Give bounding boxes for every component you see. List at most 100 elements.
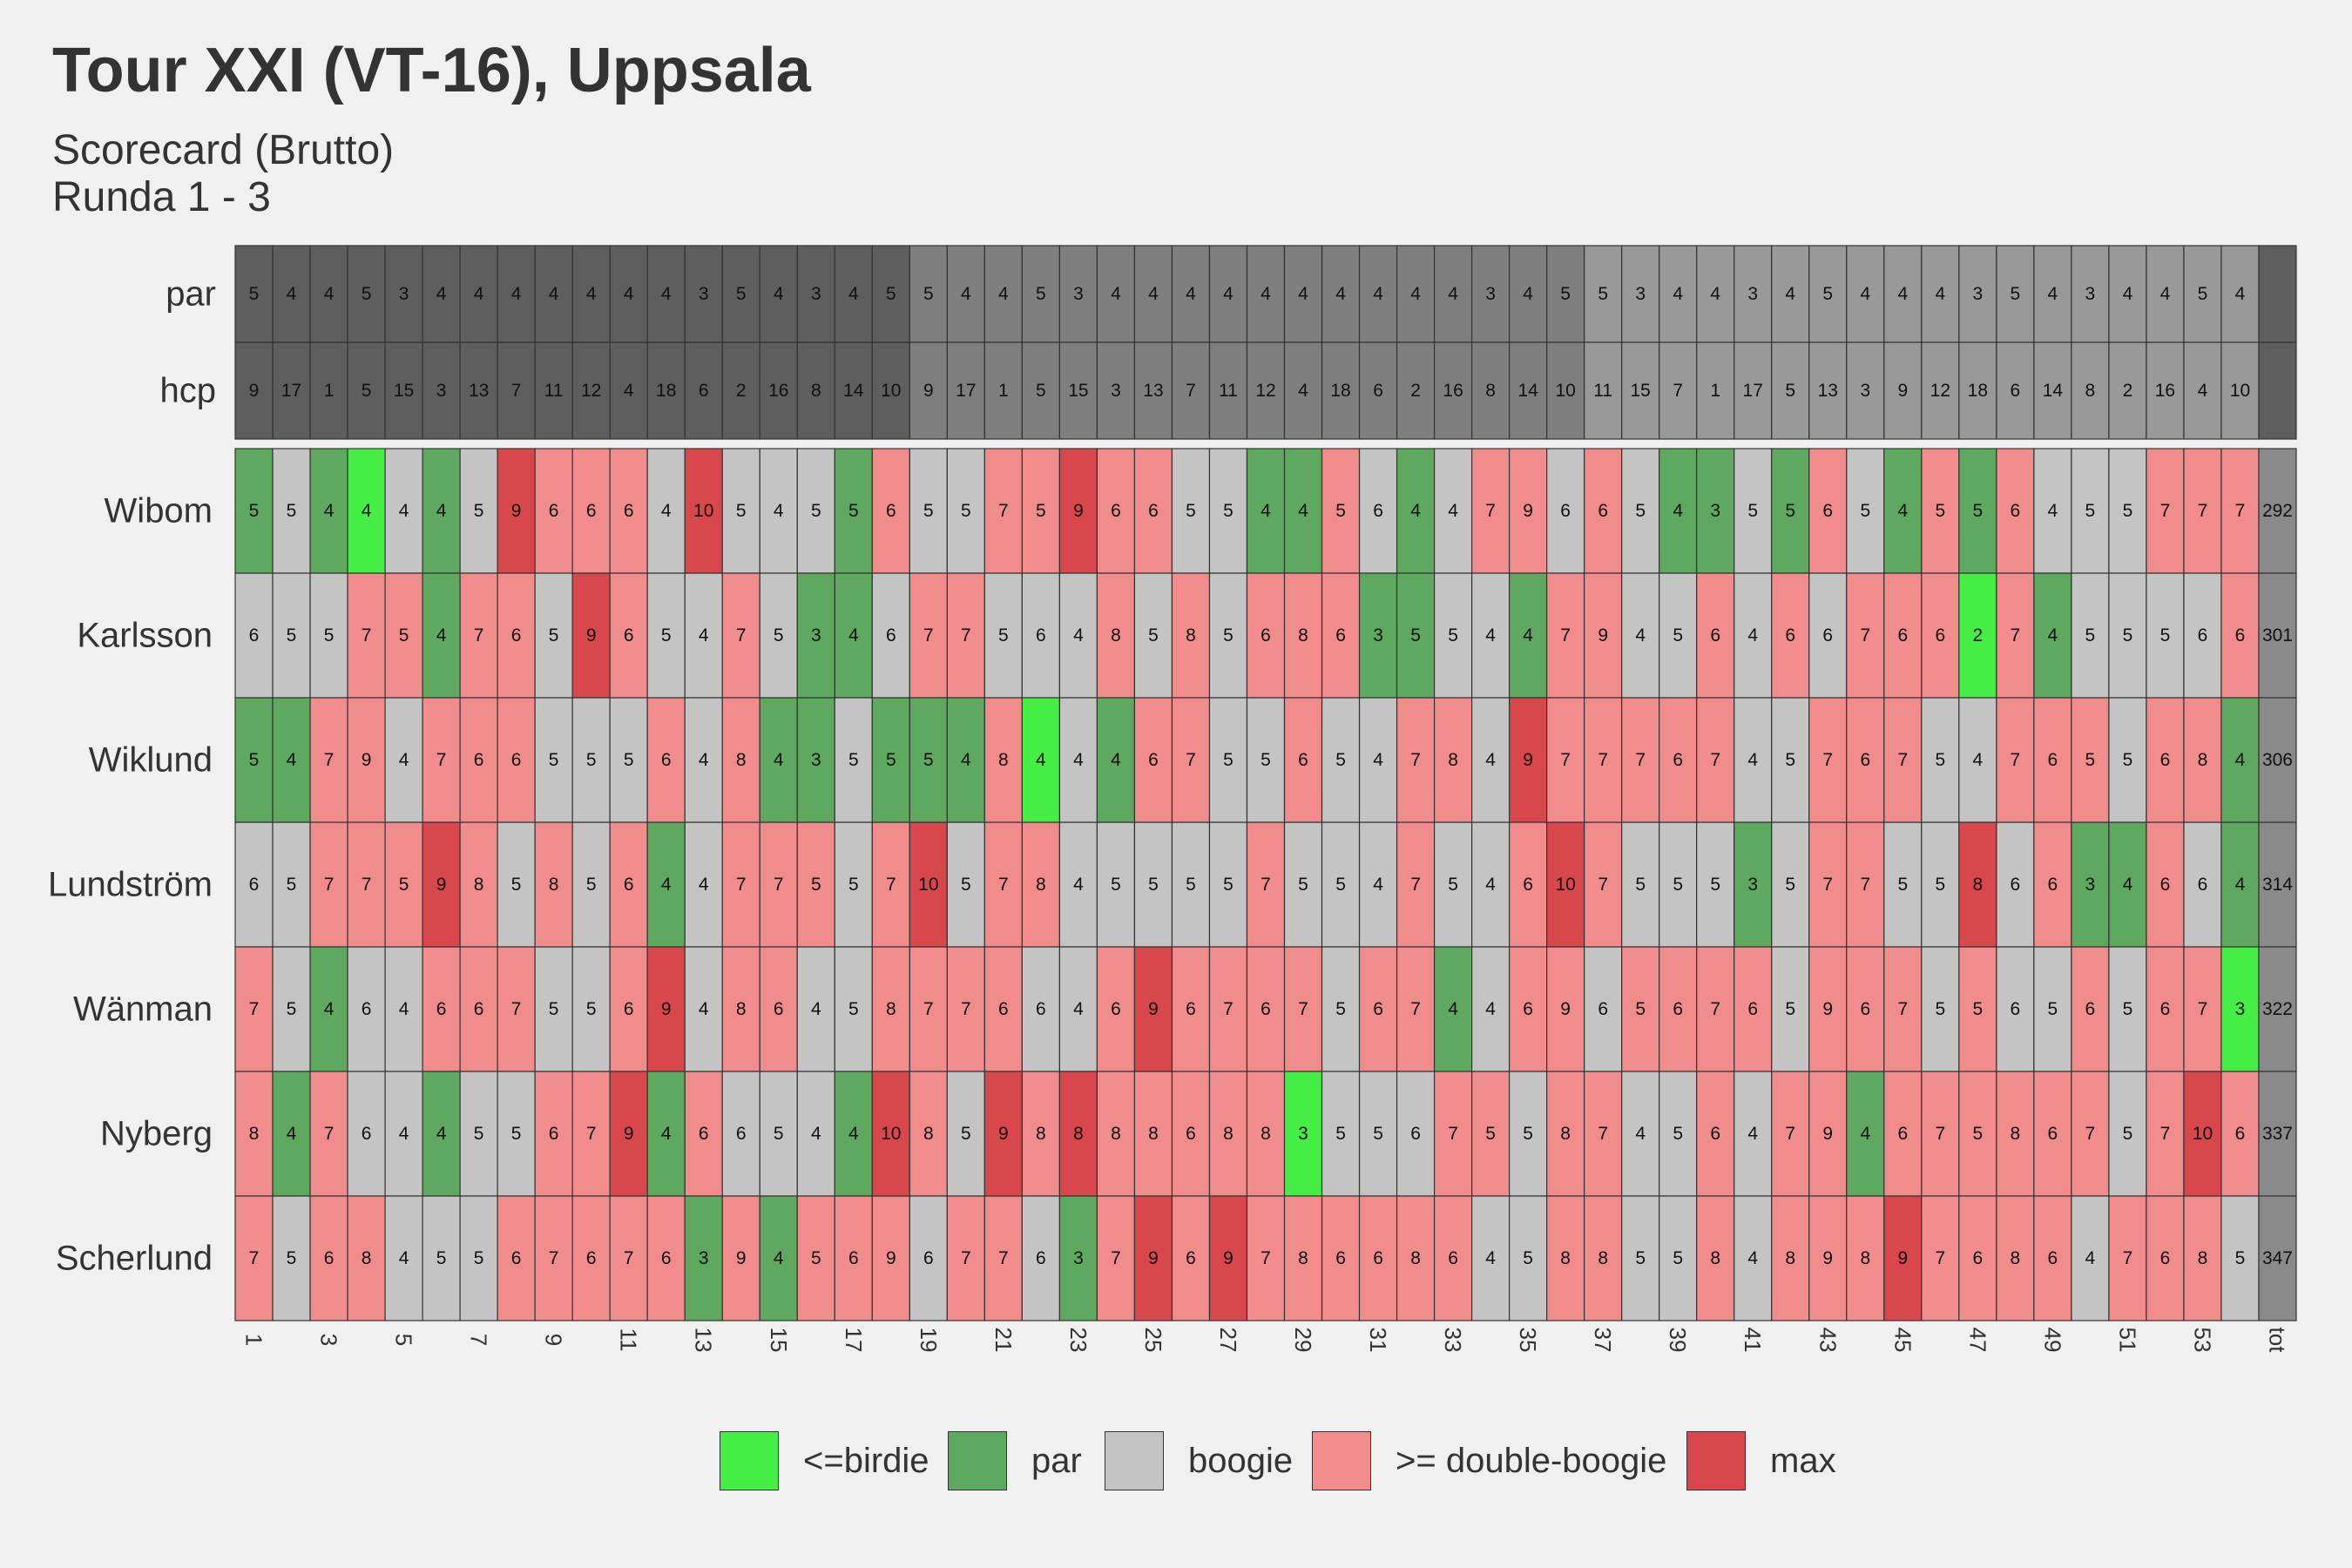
score-cell [946, 448, 985, 574]
score-value: 8 [1111, 1124, 1121, 1144]
score-cell [234, 448, 274, 574]
score-value: 7 [1897, 750, 1908, 770]
score-value: 7 [1598, 1124, 1608, 1144]
score-value: 7 [1897, 999, 1908, 1019]
x-tick-label: 3 [316, 1334, 342, 1346]
par-cell [1433, 245, 1473, 343]
score-value: 7 [2198, 501, 2208, 521]
score-value: 8 [1560, 1124, 1571, 1144]
score-value: 6 [436, 999, 447, 1019]
player-name: Karlsson [77, 617, 213, 655]
score-value: 5 [1785, 999, 1795, 1019]
score-cell [1696, 448, 1735, 574]
score-cell [1433, 448, 1473, 574]
score-cell [871, 1195, 910, 1321]
score-cell [1509, 1195, 1548, 1321]
hcp-cell [422, 341, 461, 440]
score-value: 8 [1260, 1124, 1271, 1144]
score-cell [1021, 1195, 1061, 1321]
score-cell [422, 697, 461, 823]
score-cell [1996, 821, 2035, 948]
score-value: 7 [1223, 999, 1233, 1019]
score-value: 9 [511, 501, 522, 521]
score-value: 5 [287, 501, 297, 521]
score-value: 9 [1523, 501, 1533, 521]
score-value: 3 [811, 750, 821, 770]
score-value: 5 [511, 1124, 522, 1144]
par-cell [2108, 245, 2147, 343]
score-cell [1208, 946, 1248, 1072]
score-value: 8 [1036, 875, 1046, 895]
hcp-cell [1321, 341, 1361, 440]
par-value: 4 [1335, 284, 1346, 304]
x-tick-label: 47 [1964, 1328, 1990, 1353]
total-value: 301 [2262, 625, 2293, 645]
legend-swatch [720, 1431, 779, 1490]
score-cell [347, 448, 386, 574]
hcp-cell [1808, 341, 1848, 440]
total-value: 314 [2262, 875, 2293, 895]
hcp-cell [834, 341, 873, 440]
score-value: 6 [624, 999, 634, 1019]
hcp-cell [2220, 341, 2260, 440]
legend-label: boogie [1188, 1441, 1294, 1480]
par-value: 3 [1485, 284, 1496, 304]
par-cell [684, 245, 723, 343]
x-tick-label: 25 [1140, 1328, 1166, 1353]
score-value: 4 [1635, 625, 1646, 645]
score-cell [1996, 1071, 2035, 1197]
x-tick-label: 5 [391, 1334, 417, 1346]
score-value: 5 [586, 750, 597, 770]
score-value: 8 [549, 875, 559, 895]
score-value: 6 [549, 1124, 559, 1144]
score-value: 6 [1973, 1248, 1984, 1268]
score-cell [459, 821, 498, 948]
hcp-value: 16 [2155, 381, 2175, 401]
score-value: 5 [923, 750, 934, 770]
score-cell [721, 821, 760, 948]
total-value: 292 [2262, 501, 2293, 521]
score-cell [2033, 1071, 2072, 1197]
x-tick-label: 31 [1365, 1328, 1391, 1353]
score-cell [1996, 448, 2035, 574]
score-cell [2183, 1071, 2222, 1197]
score-cell [1433, 572, 1473, 699]
x-tick-label: 33 [1440, 1328, 1466, 1353]
hcp-value: 9 [1897, 381, 1908, 401]
hcp-cell [759, 341, 798, 440]
legend-item-boogie: boogie [1105, 1429, 1293, 1493]
par-value: 4 [474, 284, 484, 304]
score-value: 5 [1635, 501, 1646, 521]
score-value: 6 [2048, 875, 2058, 895]
hcp-cell [1846, 341, 1885, 440]
score-value: 8 [1973, 875, 1984, 895]
hcp-cell [2108, 341, 2147, 440]
score-cell [609, 448, 648, 574]
score-cell [534, 821, 573, 948]
score-value: 7 [1448, 1124, 1458, 1144]
score-value: 5 [324, 625, 335, 645]
score-cell [1470, 821, 1511, 948]
hcp-value: 18 [1968, 381, 1988, 401]
score-cell [384, 448, 423, 574]
score-cell [1283, 1071, 1323, 1197]
score-value: 7 [1560, 750, 1571, 770]
score-value: 6 [1860, 999, 1870, 1019]
par-value: 4 [436, 284, 447, 304]
score-value: 7 [474, 625, 484, 645]
par-cell [1171, 245, 1211, 343]
par-cell [1470, 245, 1511, 343]
hcp-cell [983, 341, 1023, 440]
score-value: 6 [1036, 625, 1046, 645]
score-value: 4 [324, 501, 335, 521]
score-cell [1921, 946, 1960, 1072]
score-cell [646, 448, 686, 574]
score-cell [1996, 1195, 2035, 1321]
score-cell [759, 448, 798, 574]
score-cell [909, 1071, 948, 1197]
score-value: 5 [848, 501, 859, 521]
score-value: 4 [1298, 501, 1308, 521]
score-value: 5 [1897, 875, 1908, 895]
subtitle-line-2: Runda 1 - 3 [52, 174, 271, 220]
score-value: 4 [811, 1124, 821, 1144]
